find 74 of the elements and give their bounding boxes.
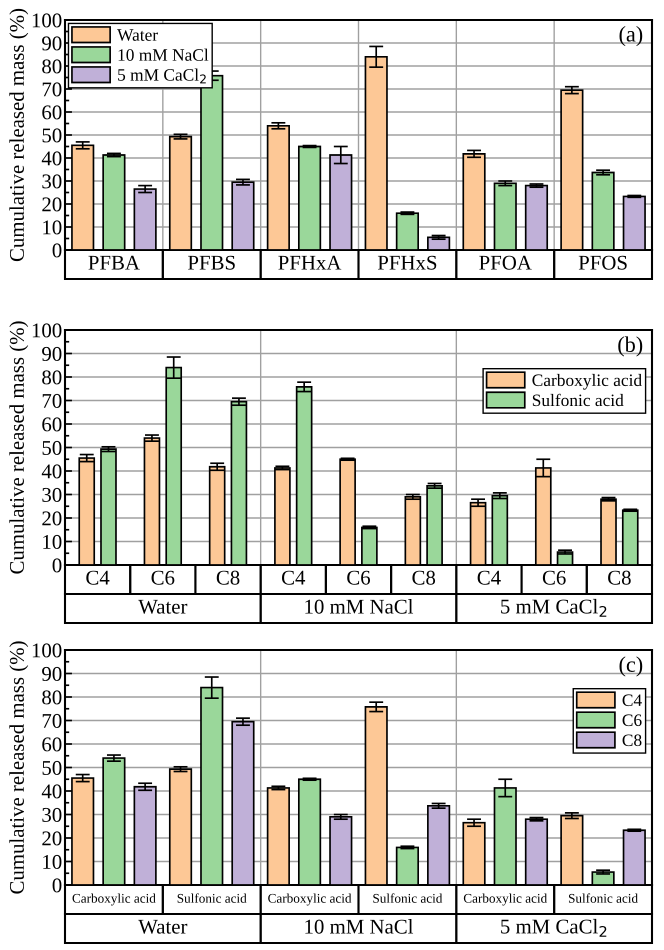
- x-tick-label: C6: [347, 570, 370, 585]
- y-tick-label: 0: [52, 243, 62, 258]
- y-tick-label: 60: [42, 417, 62, 432]
- legend-label: 5 mM CaCl$_{2}$: [118, 68, 206, 84]
- legend-label: C8: [622, 734, 642, 746]
- y-tick-label: 80: [42, 370, 62, 384]
- x-tick-label: C6: [152, 570, 174, 585]
- text: 10 mM NaCl: [305, 919, 414, 934]
- y-tick-label: 100: [32, 643, 62, 658]
- y-tick-label: 70: [42, 82, 62, 96]
- x-tick-label: Sulfonic acid: [568, 893, 638, 903]
- y-tick-label: 10: [43, 534, 62, 549]
- y-tick-label: 20: [42, 511, 62, 526]
- y-tick-label: 40: [42, 784, 62, 798]
- y-tick-label: 40: [42, 464, 62, 478]
- x-tick-label: C8: [608, 570, 631, 585]
- y-tick-label: 60: [42, 105, 62, 120]
- legend-label: Sulfonic acid: [532, 394, 624, 406]
- x-tick-label: PFOA: [479, 256, 532, 270]
- y-tick-label: 40: [42, 151, 62, 166]
- y-tick-label: 80: [42, 59, 62, 74]
- y-tick-label: 50: [42, 760, 62, 775]
- y-tick-label: 80: [42, 690, 62, 704]
- y-tick-label: 60: [42, 737, 62, 752]
- text: 5 mM CaCl$_{2}$: [501, 598, 606, 617]
- y-tick-label: 30: [42, 808, 62, 822]
- y-tick-label: 90: [42, 666, 62, 681]
- x-tick-label: C4: [282, 570, 306, 585]
- y-tick-label: 0: [52, 558, 62, 572]
- y-tick-label: 20: [42, 197, 62, 212]
- text: Water: [138, 600, 188, 614]
- legend-label: C4: [622, 694, 642, 706]
- x-tick-label: PFOS: [578, 256, 627, 270]
- y-axis-title: Cumulative released mass (%): [9, 321, 28, 574]
- x-tick-label: Carboxylic acid: [268, 894, 352, 906]
- x-tick-label: PFBS: [188, 256, 235, 270]
- x-tick-label: C4: [478, 570, 501, 585]
- x-tick-label: C8: [412, 570, 436, 585]
- y-tick-label: 50: [42, 128, 62, 142]
- y-tick-label: 100: [32, 13, 62, 28]
- x-tick-label: PFBA: [88, 256, 140, 270]
- y-axis-title: Cumulative released mass (%): [9, 8, 28, 262]
- y-tick-label: 90: [42, 36, 62, 50]
- y-tick-label: 20: [42, 831, 62, 846]
- y-tick-label: 100: [32, 323, 62, 338]
- x-tick-label: PFHxS: [378, 256, 436, 270]
- x-tick-label: Sulfonic acid: [373, 893, 442, 903]
- y-tick-label: 10: [43, 854, 62, 869]
- x-tick-label: C6: [542, 570, 566, 585]
- y-tick-label: 0: [52, 878, 62, 892]
- text: 5 mM CaCl$_{2}$: [501, 918, 606, 937]
- legend-label: Carboxylic acid: [532, 374, 642, 390]
- legend-label: Water: [117, 29, 158, 41]
- x-tick-label: C4: [86, 570, 110, 585]
- y-tick-label: 50: [42, 440, 62, 455]
- y-tick-label: 30: [42, 174, 62, 188]
- text: 10 mM NaCl: [305, 599, 414, 614]
- annotation: (c): [620, 656, 642, 677]
- legend-label: C6: [622, 714, 642, 726]
- y-tick-label: 10: [43, 220, 62, 234]
- text: Water: [138, 920, 188, 934]
- y-tick-label: 90: [42, 346, 62, 361]
- annotation: (a): [620, 26, 642, 46]
- x-tick-label: Carboxylic acid: [72, 894, 156, 906]
- y-tick-label: 70: [42, 714, 62, 728]
- legend-label: 10 mM NaCl: [118, 48, 208, 61]
- x-tick-label: C8: [216, 570, 240, 585]
- y-tick-label: 30: [42, 488, 62, 502]
- x-tick-label: Carboxylic acid: [464, 894, 548, 906]
- y-axis-title: Cumulative released mass (%): [9, 641, 28, 894]
- x-tick-label: PFHxA: [278, 256, 342, 270]
- annotation: (b): [618, 336, 642, 357]
- y-tick-label: 70: [42, 394, 62, 408]
- x-tick-label: Sulfonic acid: [178, 893, 247, 903]
